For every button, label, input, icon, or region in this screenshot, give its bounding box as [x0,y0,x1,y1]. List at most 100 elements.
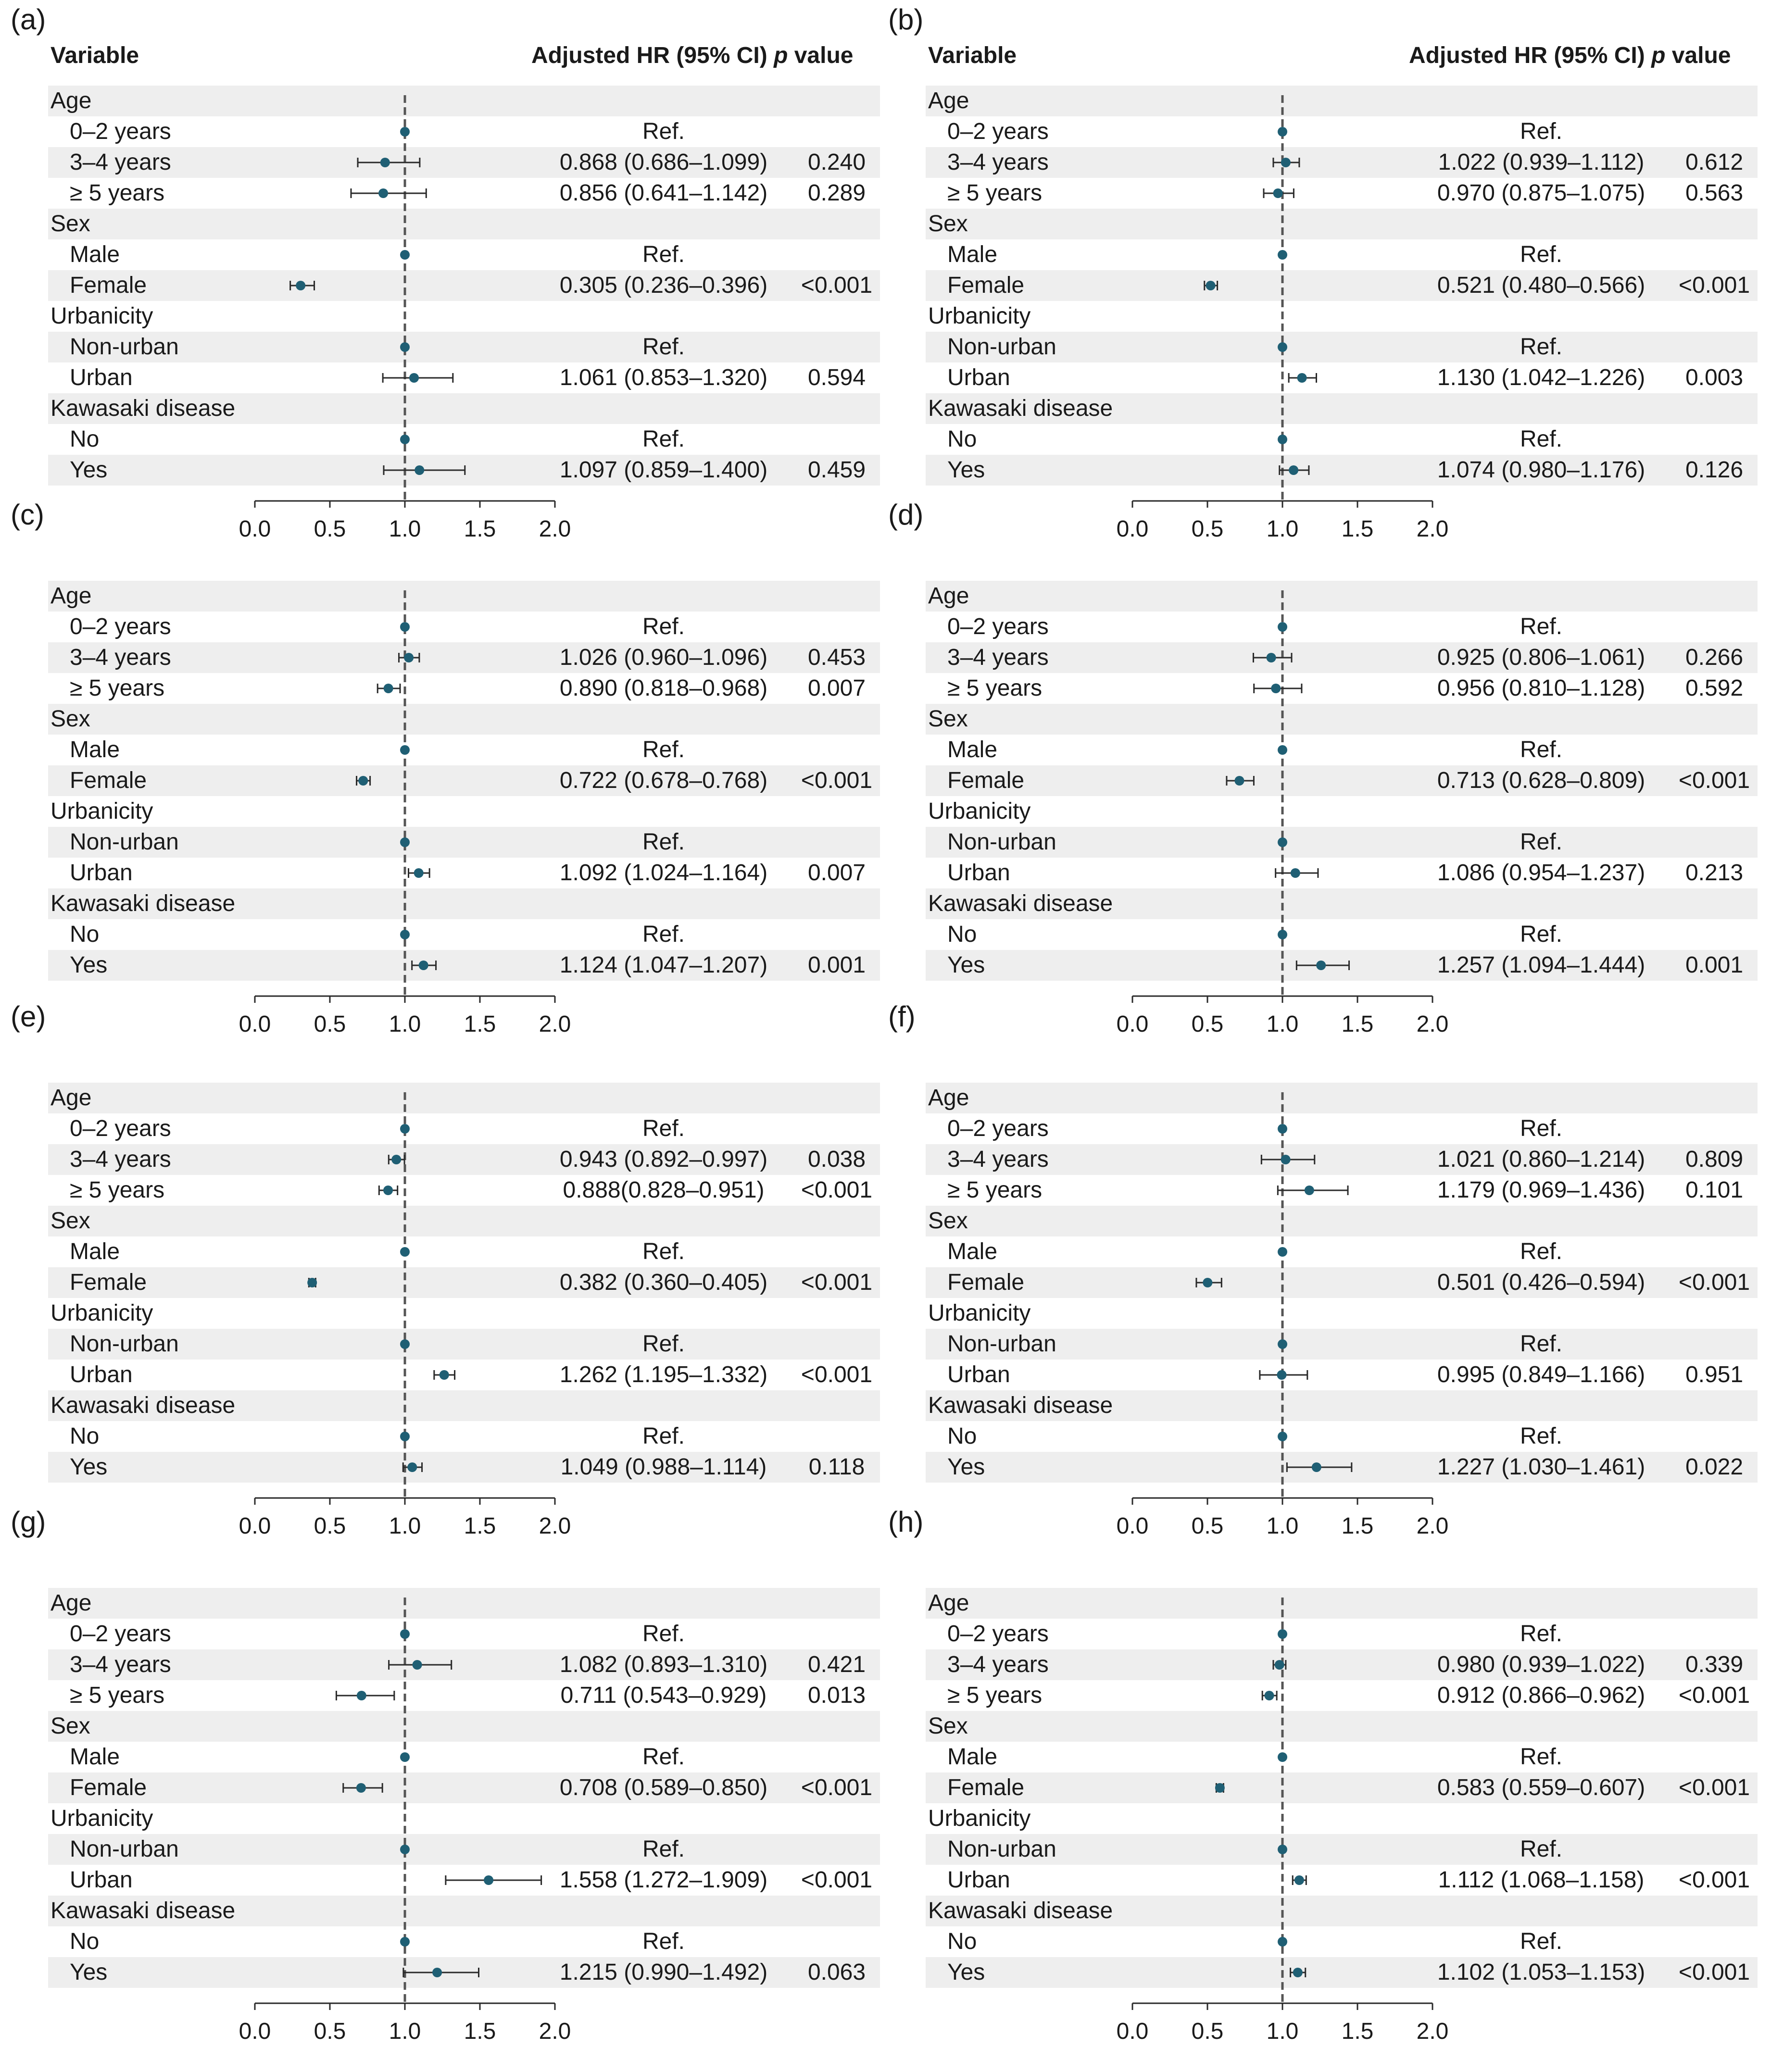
hr-point [400,930,410,939]
p-value: 0.213 [1685,860,1744,886]
hr-ci-value: 0.890 (0.818–0.968) [559,675,768,701]
table-row: Female 0.521 (0.480–0.566) <0.001 [926,270,1758,301]
x-tick-label: 1.0 [1267,1011,1299,1037]
hr-ci-value: 0.956 (0.810–1.128) [1437,675,1646,701]
x-tick-label: 1.5 [1342,1513,1374,1539]
x-tick-label: 0.0 [1117,516,1149,542]
hr-ci-value: 1.215 (0.990–1.492) [559,1960,768,1985]
table-row: Urban 1.262 (1.195–1.332) <0.001 [48,1360,880,1390]
table-row: 0–2 years Ref. [48,116,880,147]
hr-point [378,188,389,198]
x-tick-label: 1.0 [389,1513,421,1539]
p-value: 0.421 [807,1652,866,1677]
hr-point [1277,1370,1287,1380]
row-label: No [70,426,100,452]
x-tick-label: 2.0 [539,516,571,542]
group-row: Kawasaki disease [48,393,880,424]
table-row: Urban 1.130 (1.042–1.226) 0.003 [926,362,1758,393]
x-tick-label: 0.5 [314,516,346,542]
ref-label: Ref. [1520,1423,1563,1449]
p-value: 0.266 [1685,645,1744,670]
table-row: Urban 1.112 (1.068–1.158) <0.001 [926,1865,1758,1896]
ref-label: Ref. [642,119,685,144]
row-label: Female [70,768,147,793]
ref-label: Ref. [1520,1929,1563,1954]
table-row: Non-urban Ref. [926,1834,1758,1865]
hr-point [391,1155,402,1164]
group-row: Urbanicity [48,796,880,827]
forest-plot-area: 0.0 0.5 1.0 1.5 2.0 [239,590,571,1037]
group-label: Age [928,1085,969,1111]
p-value: <0.001 [801,1775,873,1800]
group-row: Kawasaki disease [926,393,1758,424]
group-row: Urbanicity [48,1803,880,1834]
x-tick-label: 2.0 [539,1513,571,1539]
p-value: 0.013 [807,1683,866,1708]
hr-point [1278,342,1287,352]
group-label: Age [928,88,969,113]
group-row: Sex [48,1711,880,1742]
group-row: Age [926,86,1758,116]
x-tick-label: 0.0 [239,516,271,542]
table-row: Non-urban Ref. [926,1329,1758,1360]
forest-plot-area: 0.0 0.5 1.0 1.5 2.0 [1117,1598,1448,2044]
row-label: Male [947,1239,998,1264]
hr-point [1278,1432,1287,1441]
p-value: <0.001 [1678,1270,1750,1295]
row-label: No [947,1929,977,1954]
table-row: Female 0.713 (0.628–0.809) <0.001 [926,765,1758,796]
hr-ci-value: 1.130 (1.042–1.226) [1437,365,1646,390]
group-label: Age [928,1590,969,1616]
table-row: 0–2 years Ref. [926,116,1758,147]
header-hr-text: Adjusted HR (95% CI) [1409,43,1645,68]
row-label: Non-urban [70,334,179,360]
group-label: Kawasaki disease [928,1898,1113,1923]
hr-point [1278,1752,1287,1762]
group-label: Age [928,583,969,609]
hr-point [484,1875,494,1885]
p-value: <0.001 [801,768,873,793]
group-row: Age [926,581,1758,612]
row-label: 3–4 years [70,1147,171,1172]
hr-ci-value: 1.102 (1.053–1.153) [1437,1960,1646,1985]
table-row: Male Ref. [926,1742,1758,1772]
row-label: Male [70,242,120,267]
hr-ci-value: 1.049 (0.988–1.114) [560,1454,767,1480]
row-label: Urban [70,1362,133,1387]
hr-ci-value: 1.092 (1.024–1.164) [559,860,768,886]
hr-point [1278,1247,1287,1257]
table-row: No Ref. [48,1926,880,1957]
x-tick-label: 0.0 [239,1011,271,1037]
table-row: 3–4 years 1.082 (0.893–1.310) 0.421 [48,1649,880,1680]
x-tick-label: 1.5 [464,2019,496,2044]
group-row: Sex [926,209,1758,239]
hr-ci-value: 1.179 (0.969–1.436) [1437,1177,1646,1203]
hr-point [1278,745,1287,755]
p-value: <0.001 [1678,1683,1750,1708]
ref-label: Ref. [1520,1744,1563,1770]
row-label: Yes [70,457,108,483]
hr-point [1278,930,1287,939]
table-row: ≥ 5 years 0.970 (0.875–1.075) 0.563 [926,178,1758,209]
row-label: Male [70,1239,120,1264]
table-row: Non-urban Ref. [48,1329,880,1360]
header-variable: Variable [928,43,1017,68]
ref-label: Ref. [642,1116,685,1141]
hr-point [407,1462,417,1472]
row-label: Urban [70,365,133,390]
group-label: Urbanicity [928,1300,1031,1326]
group-label: Sex [928,706,968,732]
table-row: Female 0.501 (0.426–0.594) <0.001 [926,1267,1758,1298]
x-tick-label: 0.0 [239,2019,271,2044]
forest-plot-area: 0.0 0.5 1.0 1.5 2.0 [239,95,571,542]
row-label: 3–4 years [947,150,1049,175]
hr-ci-value: 0.980 (0.939–1.022) [1437,1652,1646,1677]
ref-label: Ref. [642,829,685,855]
x-tick-label: 0.5 [314,1011,346,1037]
hr-point [400,1752,410,1762]
p-value: 0.612 [1685,150,1744,175]
hr-point [1304,1186,1314,1195]
table-row: 0–2 years Ref. [926,1113,1758,1144]
row-label: Yes [70,952,108,978]
hr-ci-value: 0.305 (0.236–0.396) [559,273,768,298]
